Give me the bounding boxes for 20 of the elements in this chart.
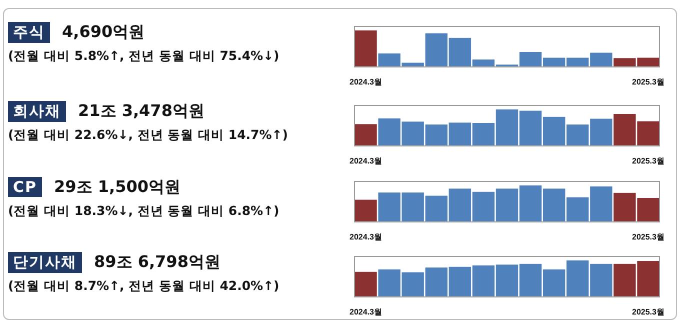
text: (전월 대비 5.8%↑, 전년 동월 대비 75.4%↓) — [8, 48, 280, 65]
text: 29조 1,500억원 — [54, 176, 180, 198]
text: CP — [8, 177, 42, 197]
text: 주식 — [8, 22, 50, 42]
text: 단기사채 — [8, 252, 82, 272]
text: 회사채 — [8, 100, 66, 122]
x-tick-label: 2025.3월 — [632, 307, 664, 316]
x-tick-label: 2024.3월 — [350, 77, 382, 86]
text: 89조 6,798억원 — [94, 252, 220, 272]
text: (전월 대비 18.3%↓, 전년 동월 대비 6.8%↑) — [8, 203, 280, 220]
text: 4,690억원 — [62, 22, 145, 42]
text: (전월 대비 22.6%↓, 전년 동월 대비 14.7%↑) — [8, 127, 289, 144]
text: 21조 3,478억원 — [78, 100, 204, 122]
x-tick-label: 2024.3월 — [350, 232, 382, 242]
x-tick-label: 2024.3월 — [350, 156, 382, 166]
text: (전월 대비 8.7%↑, 전년 동월 대비 42.0%↑) — [8, 278, 280, 295]
x-tick-label: 2025.3월 — [632, 232, 664, 242]
x-tick-label: 2025.3월 — [632, 77, 664, 86]
x-tick-label: 2024.3월 — [350, 307, 382, 316]
x-tick-label: 2025.3월 — [632, 156, 664, 166]
